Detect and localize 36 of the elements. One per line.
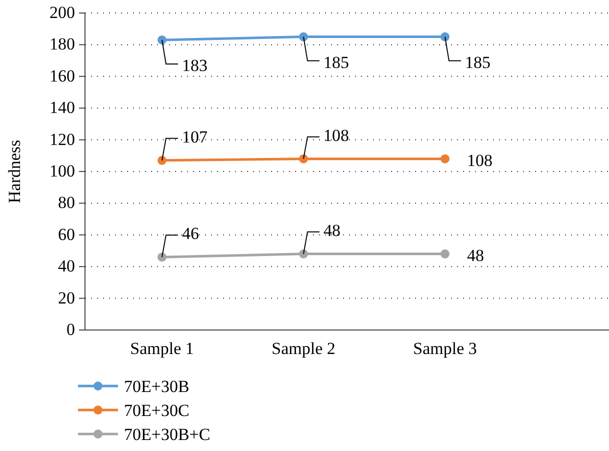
legend-label: 70E+30C — [124, 401, 190, 420]
data-label: 183 — [182, 56, 208, 75]
x-tick-label: Sample 3 — [413, 339, 477, 358]
legend-label: 70E+30B+C — [124, 425, 210, 444]
y-tick-label: 0 — [66, 320, 75, 339]
y-tick-label: 200 — [50, 3, 75, 22]
y-tick-label: 60 — [58, 224, 75, 244]
point — [440, 32, 450, 42]
point — [158, 252, 166, 262]
y-tick-label: 140 — [50, 98, 75, 118]
data-label: 107 — [182, 127, 208, 146]
x-tick-label: Sample 2 — [272, 339, 336, 358]
point — [158, 156, 166, 165]
data-label: 48 — [324, 220, 340, 240]
y-tick-label: 100 — [50, 162, 75, 180]
point — [299, 249, 308, 258]
point — [158, 35, 166, 44]
y-tick-label: 80 — [58, 193, 75, 212]
data-label: 108 — [467, 150, 492, 170]
point — [440, 249, 450, 258]
data-label: 46 — [182, 224, 199, 244]
data-label: 48 — [467, 246, 484, 265]
y-tick-label: 20 — [58, 288, 75, 308]
data-label: 185 — [324, 52, 349, 72]
y-axis-title: Hardness — [5, 140, 24, 204]
y-tick-label: 180 — [50, 34, 75, 54]
point — [299, 32, 308, 42]
x-tick-label: Sample 1 — [130, 339, 194, 358]
point — [440, 154, 450, 164]
y-tick-label: 40 — [58, 256, 75, 276]
legend-label: 70E+30B — [124, 377, 190, 396]
y-tick-label: 160 — [50, 66, 75, 86]
y-tick-label: 120 — [50, 130, 75, 149]
data-label: 185 — [465, 52, 490, 72]
data-label: 108 — [324, 126, 349, 145]
point — [299, 154, 308, 164]
